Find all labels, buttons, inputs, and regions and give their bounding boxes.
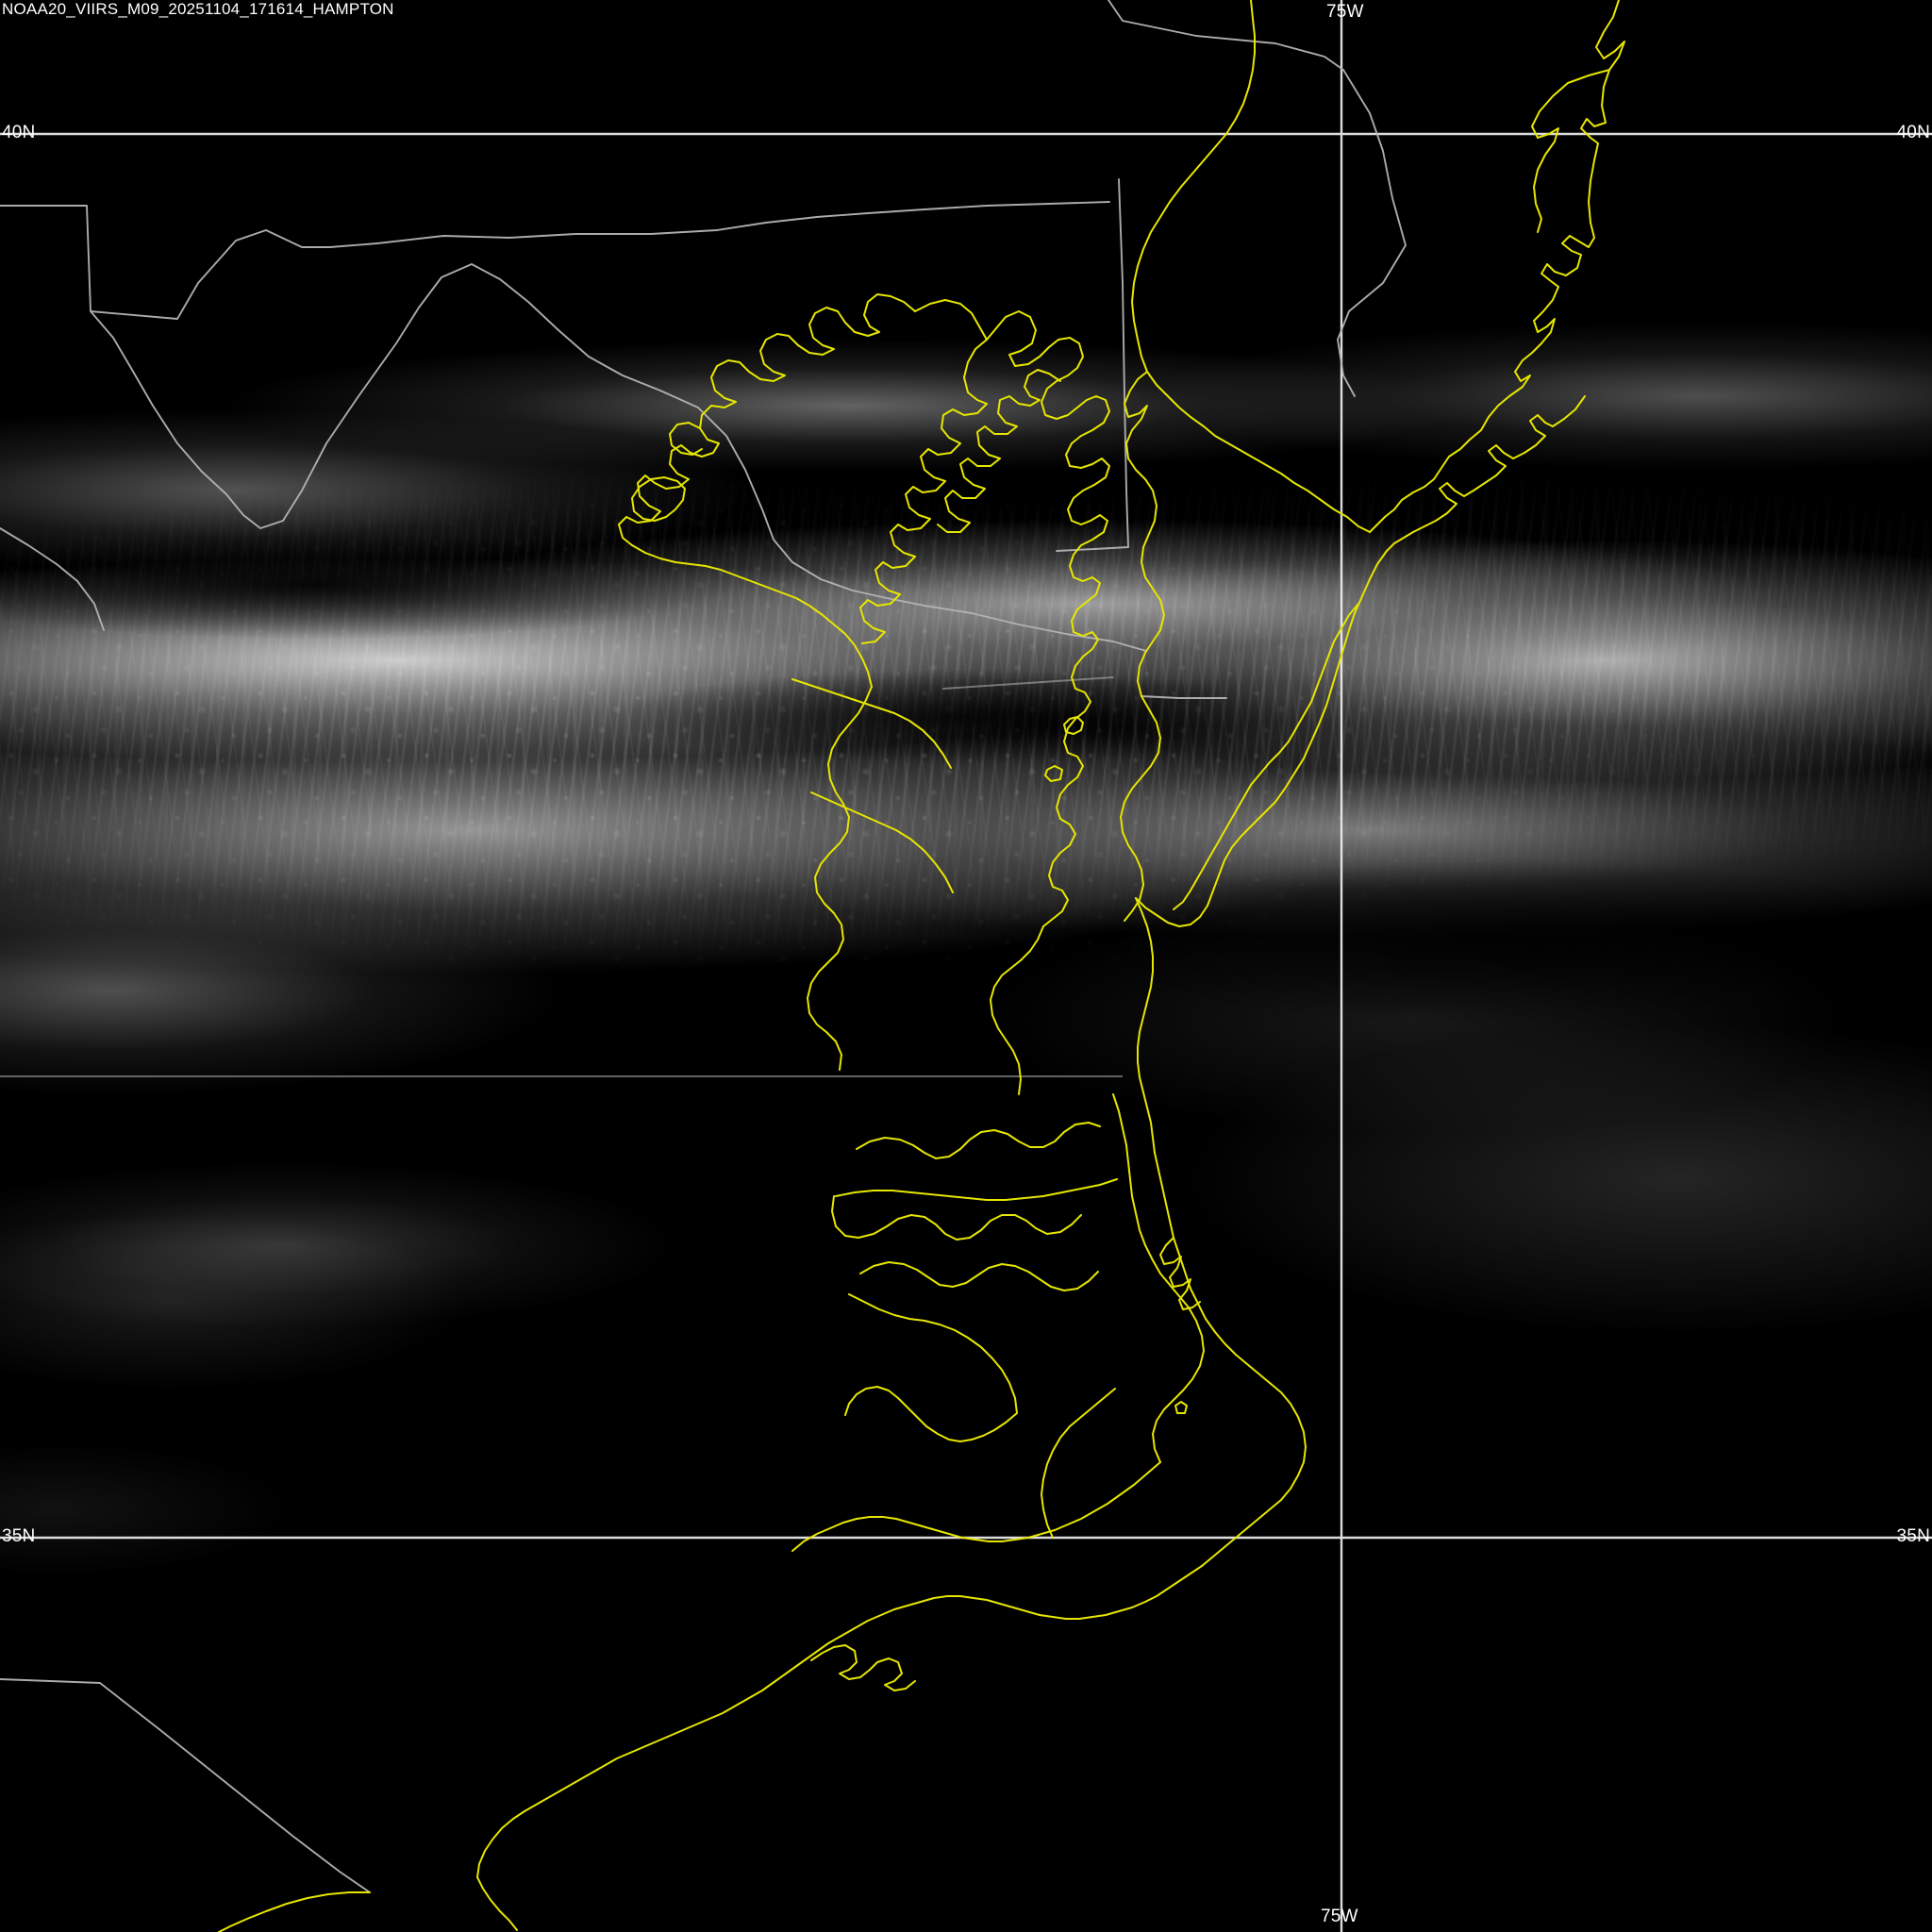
coastline-small-island-a	[1044, 765, 1063, 782]
coastline-albemarle-sound	[835, 1178, 1118, 1201]
border-nc-sc	[0, 1678, 371, 1893]
coastline-cape-lookout	[476, 1565, 1203, 1878]
coastline-delmarva-atlantic	[1135, 550, 1388, 927]
product-title-label: NOAA20_VIIRS_M09_20251104_171614_HAMPTON	[2, 0, 394, 18]
coastline-pamlico-sound-west	[859, 1261, 1099, 1291]
coastline-delmarva-barrier	[1173, 603, 1359, 910]
border-delmarva-south	[1141, 695, 1227, 699]
coastline-delmarva-bay-side	[1120, 371, 1165, 922]
lat-label-40n-left: 40N	[2, 123, 36, 142]
coastline-chesapeake-tributaries-mid	[859, 339, 988, 644]
border-wv-md-va	[90, 263, 1147, 652]
coastline-pamlico-river	[848, 1293, 1018, 1414]
border-delmarva-vertical	[1118, 178, 1129, 548]
lon-label-75w-bottom: 75W	[1321, 1907, 1358, 1926]
lon-label-75w-top: 75W	[1326, 2, 1364, 22]
coastline-virginia-beach	[1135, 897, 1156, 1154]
coastline-group	[218, 0, 1625, 1932]
lat-label-35n-left: 35N	[2, 1526, 36, 1546]
coastline-barrier-detail-obx	[1159, 1237, 1201, 1310]
border-va-interior	[942, 676, 1114, 690]
coastline-sounds-south-inner	[791, 1461, 1161, 1552]
coastline-albemarle-tributaries	[856, 1122, 1101, 1159]
coastline-chesapeake-lower-west	[807, 686, 873, 1071]
lat-label-35n-right: 35N	[1896, 1526, 1930, 1546]
coastline-small-island-b	[1174, 1401, 1188, 1414]
coastline-chesapeake-rappahannock	[791, 678, 952, 769]
coastline-chesapeake-york-james	[810, 791, 954, 893]
coastline-tangier-smith-islands	[1063, 716, 1084, 735]
border-va-nc-west	[0, 527, 105, 631]
coastline-chesapeake-west	[914, 299, 1110, 927]
coastline-inner-banks-south	[1041, 1388, 1116, 1539]
coastline-delaware-bay	[1131, 0, 1371, 533]
coastline-hampton-roads	[990, 925, 1044, 1095]
coastline-neuse-river	[844, 1386, 1018, 1442]
coastline-myrtle-beach	[218, 1891, 371, 1932]
coastline-left-marsh	[669, 422, 703, 456]
coastline-outer-banks-north	[1154, 1152, 1307, 1567]
coastline-left-inlets	[631, 476, 686, 522]
coastline-barrier-detail-south	[810, 1644, 916, 1691]
coastline-chesapeake-eastern-shore-indents	[937, 369, 1061, 533]
border-mason-dixon	[0, 201, 1110, 320]
border-pa-ny	[1108, 0, 1407, 397]
coastline-chesapeake-tributaries-upper	[618, 293, 916, 546]
coastline-chesapeake-potomac	[631, 544, 873, 688]
coastline-nj-barrier-islands	[1386, 395, 1586, 552]
border-delmarva-transverse	[1056, 546, 1129, 552]
coastline-new-jersey	[1369, 0, 1625, 533]
state-borders-group	[0, 0, 1407, 1893]
lat-label-40n-right: 40N	[1896, 123, 1930, 142]
coastline-cape-fear	[476, 1876, 518, 1931]
coastline-nj-bay-side	[1531, 69, 1610, 233]
coastline-outer-banks-inner	[1112, 1093, 1205, 1463]
coastline-albemarle-north-shore	[831, 1195, 1082, 1241]
